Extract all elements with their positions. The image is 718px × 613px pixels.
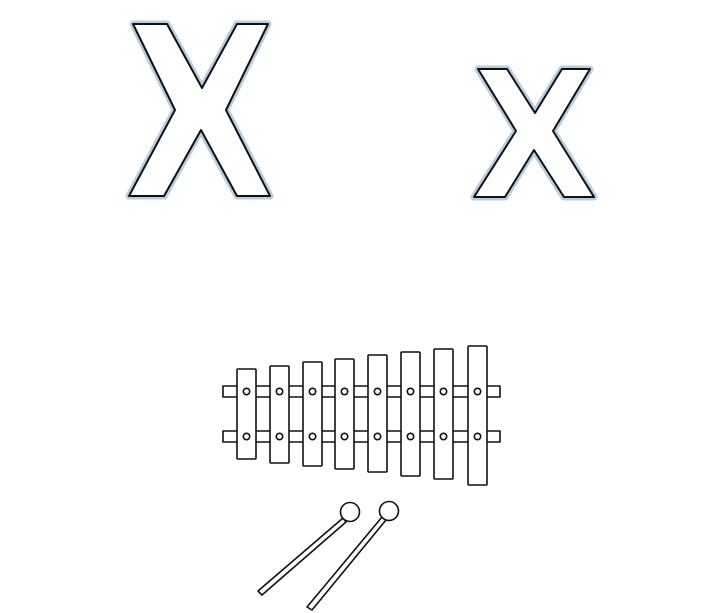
- xylophone-bars: [236, 345, 488, 486]
- uppercase-x-letter: [125, 20, 274, 200]
- xylophone-icon: [222, 345, 501, 486]
- mallet-right: [306, 500, 400, 611]
- xylophone-bar: [236, 368, 257, 460]
- xylophone-bar: [400, 351, 421, 477]
- xylophone-bar: [269, 365, 290, 464]
- mallets-icon: [257, 500, 400, 611]
- xylophone-bar: [433, 348, 454, 480]
- xylophone-bar: [467, 345, 488, 486]
- lowercase-x-letter: [470, 65, 598, 201]
- xylophone-rail-top: [222, 385, 501, 398]
- mallet-left: [257, 501, 361, 596]
- xylophone-pegs: [242, 387, 482, 441]
- xylophone-rail-bottom: [222, 430, 501, 443]
- xylophone-bar: [334, 358, 355, 470]
- xylophone-bar: [302, 361, 323, 467]
- xylophone-bar: [367, 354, 388, 473]
